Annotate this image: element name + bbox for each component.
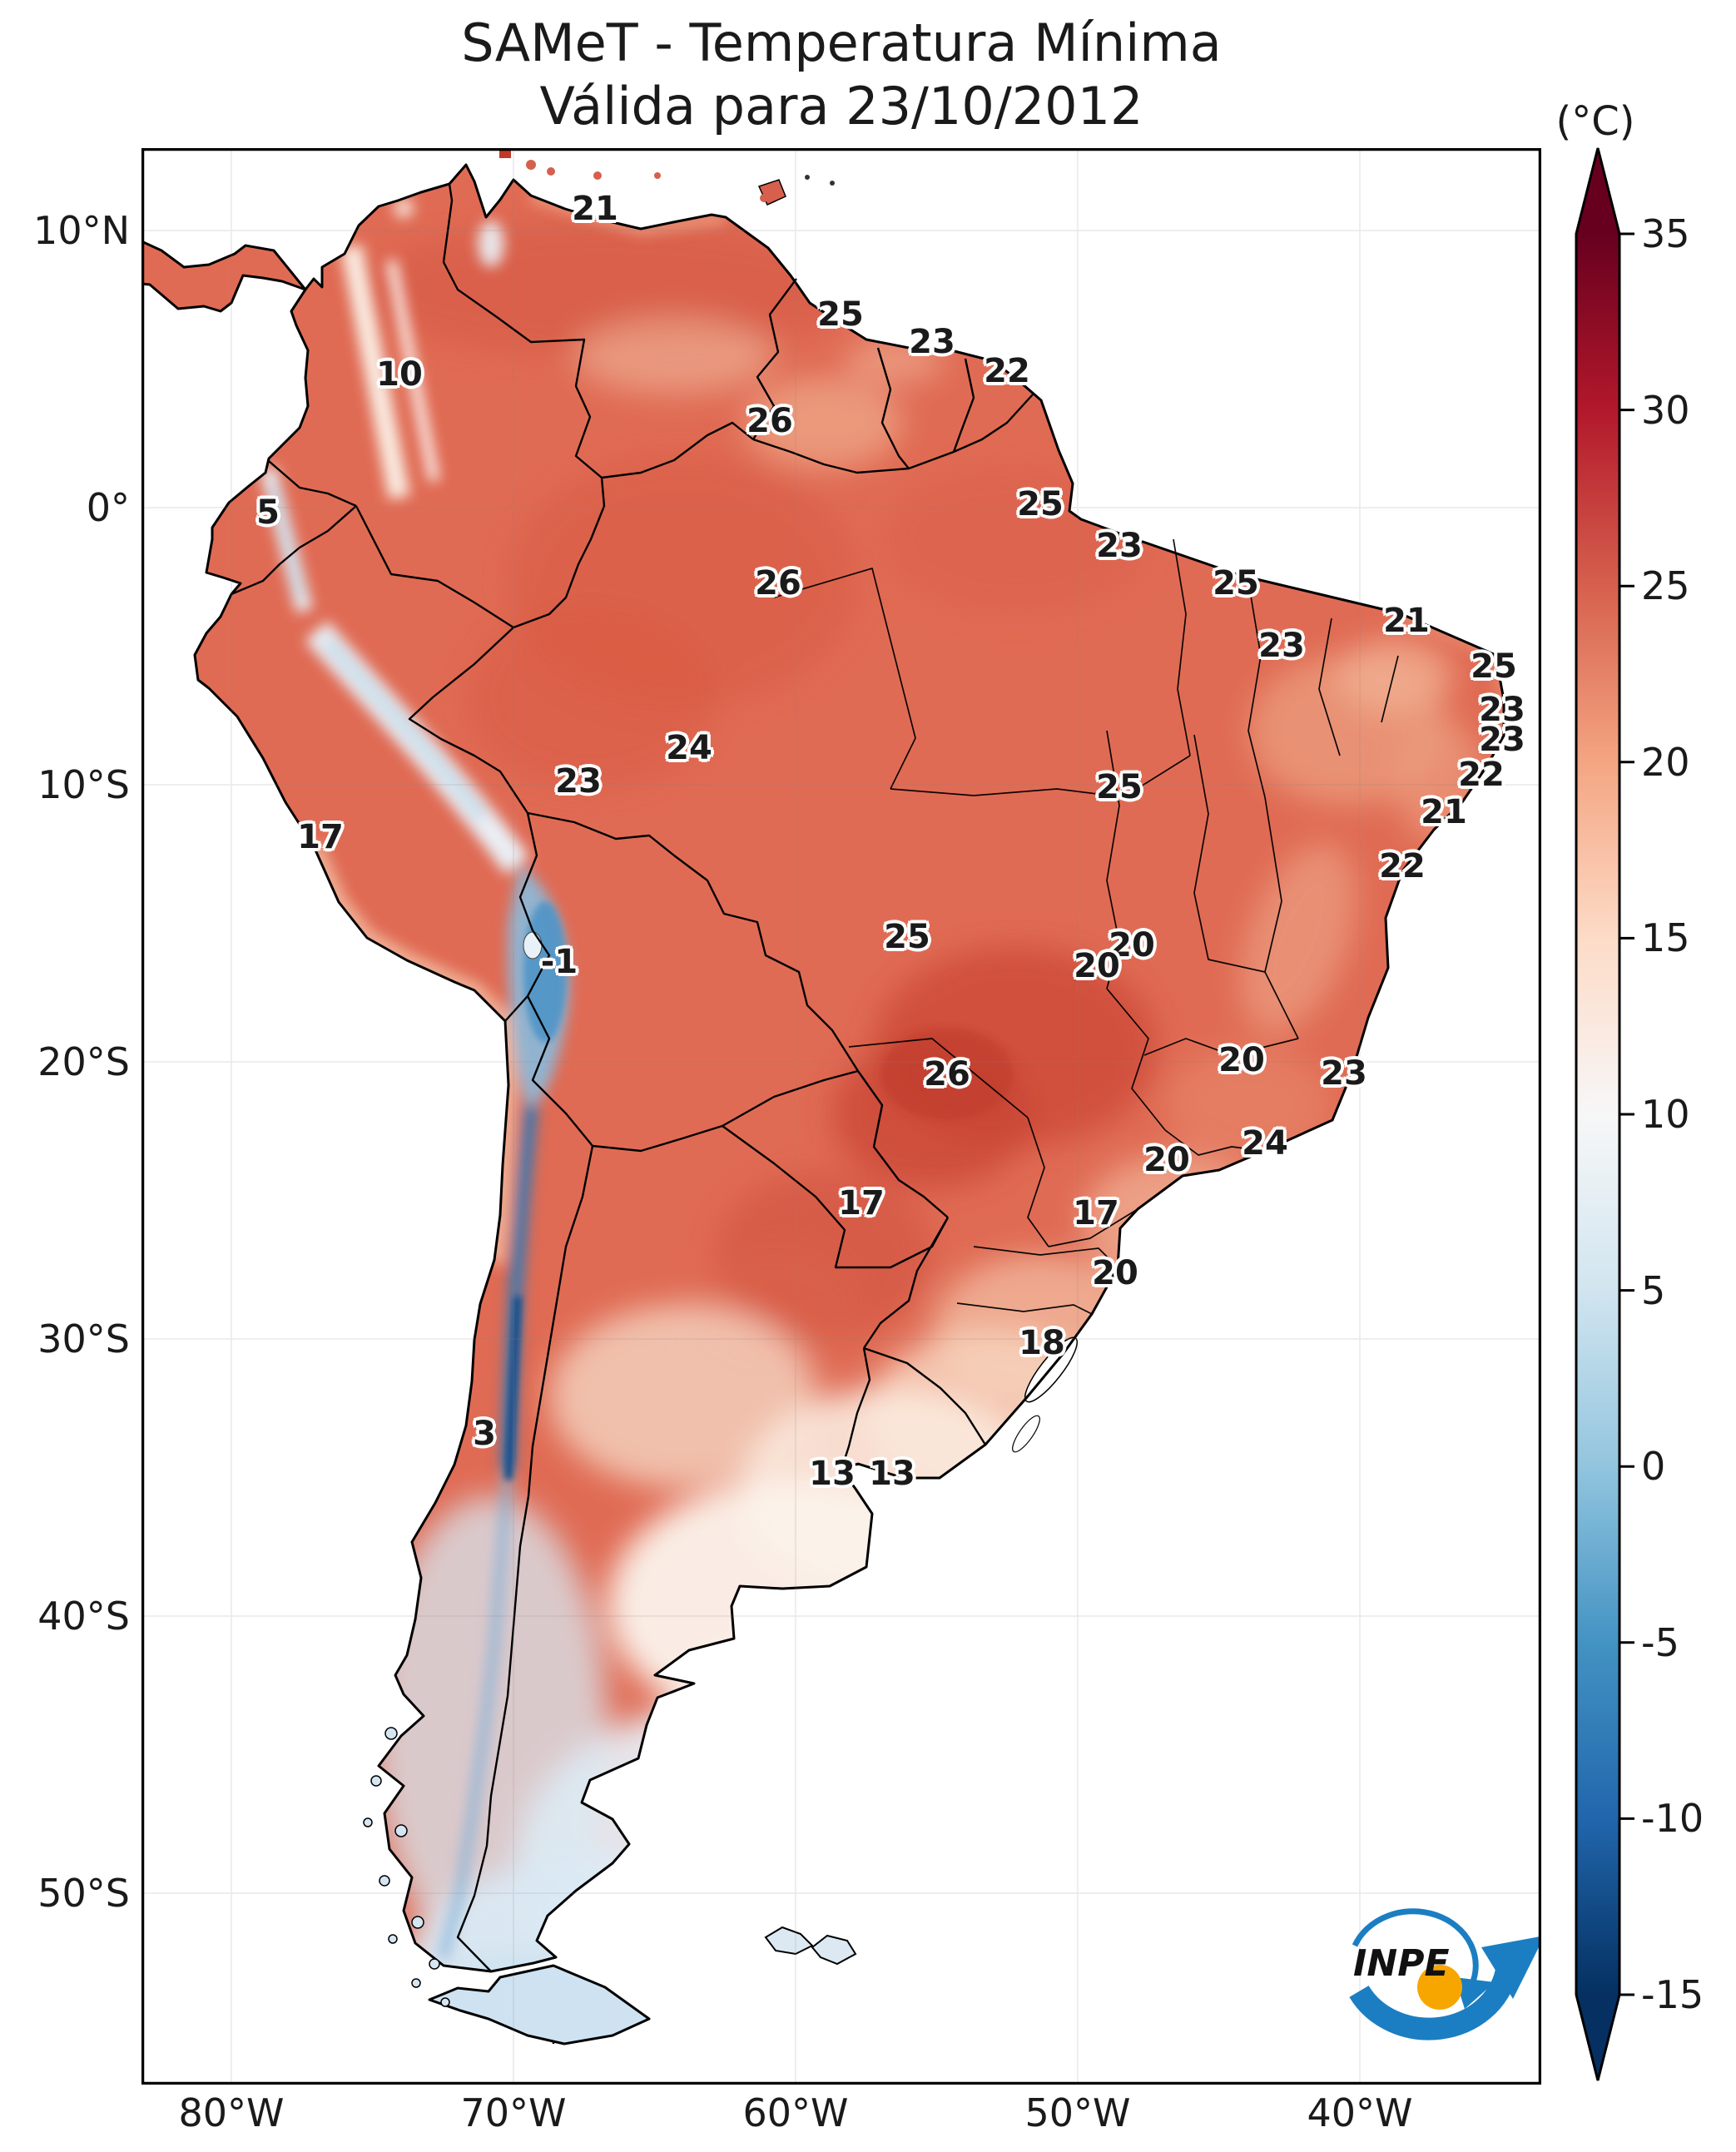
south-america-temperature-map: INPE <box>141 148 1541 2085</box>
lon-tick-label: 70°W <box>460 2090 567 2135</box>
colorbar-unit-label: (°C) <box>1555 98 1635 145</box>
lat-tick-label: 50°S <box>37 1871 130 1916</box>
lon-tick-label: 50°W <box>1024 2090 1131 2135</box>
colorbar-tick-label: -10 <box>1641 1796 1704 1842</box>
colorbar-tick-label: 0 <box>1641 1444 1666 1490</box>
inpe-logo-text: INPE <box>1353 1942 1450 1985</box>
lon-tick-label: 40°W <box>1307 2090 1413 2135</box>
lat-tick-label: 10°S <box>37 762 130 807</box>
page-title: SAMeT - Temperatura Mínima Válida para 2… <box>141 12 1541 137</box>
lat-tick-label: 30°S <box>37 1316 130 1361</box>
colorbar-tick-label: 15 <box>1641 915 1690 961</box>
colorbar-tick-label: 35 <box>1641 211 1690 256</box>
lon-tick-label: 60°W <box>742 2090 849 2135</box>
coastline <box>141 163 1505 2045</box>
country-borders <box>231 183 1034 2044</box>
colorbar-tick-label: 20 <box>1641 739 1690 785</box>
title-line-1: SAMeT - Temperatura Mínima <box>461 12 1222 73</box>
colorbar-tick-label: 25 <box>1641 563 1690 609</box>
lat-tick-label: 0° <box>86 485 130 530</box>
lat-tick-label: 20°S <box>37 1039 130 1084</box>
lon-tick-label: 80°W <box>178 2090 285 2135</box>
lat-tick-label: 40°S <box>37 1594 130 1639</box>
colorbar-tick-label: -15 <box>1641 1972 1704 2017</box>
colorbar-tick-label: -5 <box>1641 1619 1679 1665</box>
islands <box>363 150 857 2007</box>
colorbar-tick-label: 5 <box>1641 1267 1666 1313</box>
graticule <box>141 148 1541 2085</box>
map-plot-area: INPE 21 25 23 22 26 10 5 25 23 25 21 23 25 23 23 26 24 23… <box>141 148 1541 2085</box>
lat-tick-label: 10°N <box>33 208 130 253</box>
title-line-2: Válida para 23/10/2012 <box>539 75 1143 136</box>
inpe-logo: INPE <box>1349 1908 1541 2040</box>
falkland-islands <box>764 1926 857 1966</box>
colorbar-tick-label: 10 <box>1641 1092 1690 1137</box>
temperature-colorbar <box>1575 147 1634 2081</box>
state-borders <box>773 538 1399 1315</box>
map-frame <box>141 148 1541 2085</box>
colorbar-tick-label: 30 <box>1641 387 1690 433</box>
